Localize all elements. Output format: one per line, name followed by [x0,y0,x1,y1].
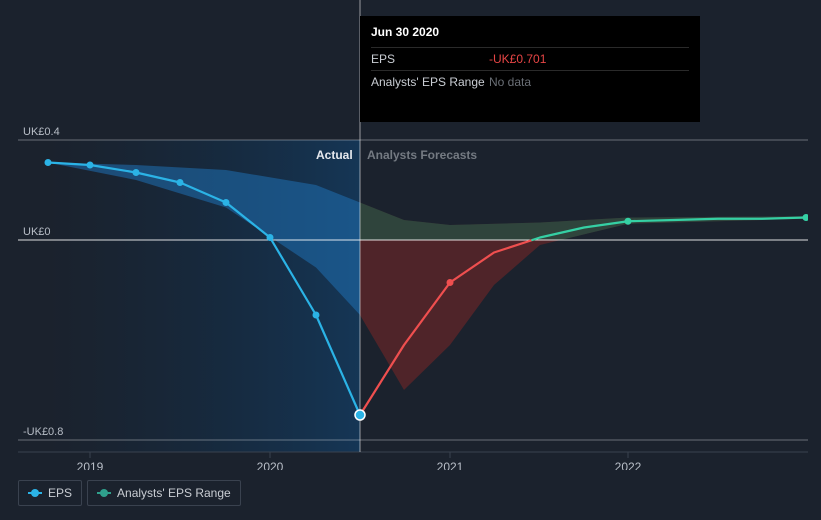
swatch-eps-icon [28,489,42,497]
legend-toggle-eps[interactable]: EPS [18,480,82,506]
svg-text:2019: 2019 [77,460,104,470]
legend-label-eps: EPS [48,486,72,500]
legend-label-range: Analysts' EPS Range [117,486,231,500]
tooltip-date: Jun 30 2020 [371,23,689,44]
tooltip-row: EPS-UK£0.701 [371,47,689,70]
svg-text:UK£0: UK£0 [23,226,51,238]
chart-container: UK£0.4 UK£0 -UK£0.8 2019 2020 2021 2022 Actual… [0,0,821,520]
svg-text:2022: 2022 [615,460,642,470]
region-label-actual: Actual [316,148,353,162]
tooltip-value: -UK£0.701 [489,50,546,68]
legend-toggle-range[interactable]: Analysts' EPS Range [87,480,241,506]
svg-text:UK£0.4: UK£0.4 [23,126,60,138]
svg-text:2020: 2020 [257,460,284,470]
tooltip-value: No data [489,73,531,91]
swatch-range-icon [97,489,111,497]
hover-tooltip: Jun 30 2020 EPS-UK£0.701Analysts' EPS Ra… [360,16,700,122]
tooltip-label: Analysts' EPS Range [371,73,489,91]
svg-text:-UK£0.8: -UK£0.8 [23,426,63,438]
svg-text:2021: 2021 [437,460,464,470]
legend: EPS Analysts' EPS Range [18,480,241,506]
tooltip-label: EPS [371,50,489,68]
region-label-forecast: Analysts Forecasts [367,148,477,162]
tooltip-row: Analysts' EPS RangeNo data [371,70,689,93]
